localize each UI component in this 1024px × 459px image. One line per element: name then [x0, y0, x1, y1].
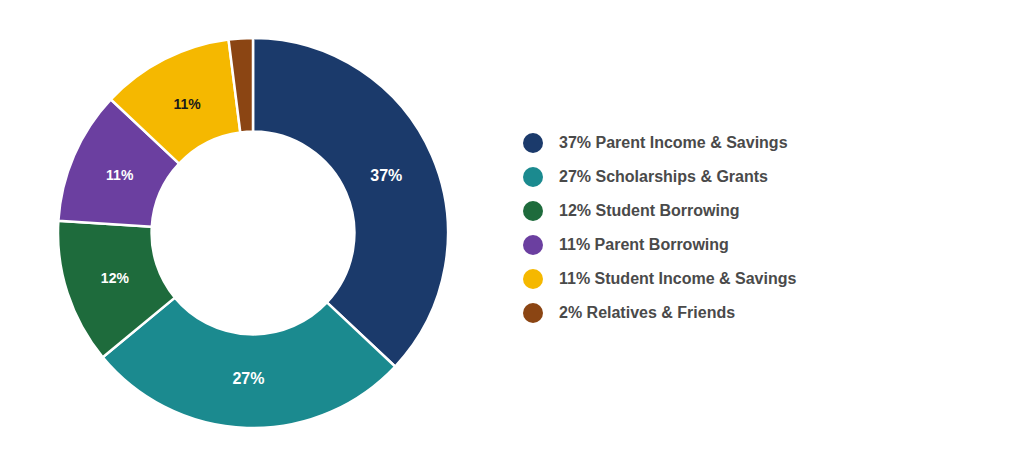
- html-text:27% Scholarships & Grants: 27% Scholarships & Grants: [559, 168, 768, 185]
- svg-text:27%: 27%: [232, 370, 264, 387]
- html-text:11% Parent Borrowing: 11% Parent Borrowing: [559, 236, 729, 253]
- svg-text:11%: 11%: [173, 96, 201, 112]
- html-text:2% Relatives & Friends: 2% Relatives & Friends: [559, 304, 736, 321]
- svg-text:12%: 12%: [101, 270, 130, 286]
- html-text:37% Parent Income & Savings: 37% Parent Income & Savings: [559, 134, 788, 151]
- html-text:11% Student Income & Savings: 11% Student Income & Savings: [559, 270, 797, 287]
- svg-text:11%: 11%: [106, 167, 134, 183]
- html-text:12% Student Borrowing: 12% Student Borrowing: [559, 202, 740, 219]
- svg-text:37%: 37%: [370, 167, 402, 184]
